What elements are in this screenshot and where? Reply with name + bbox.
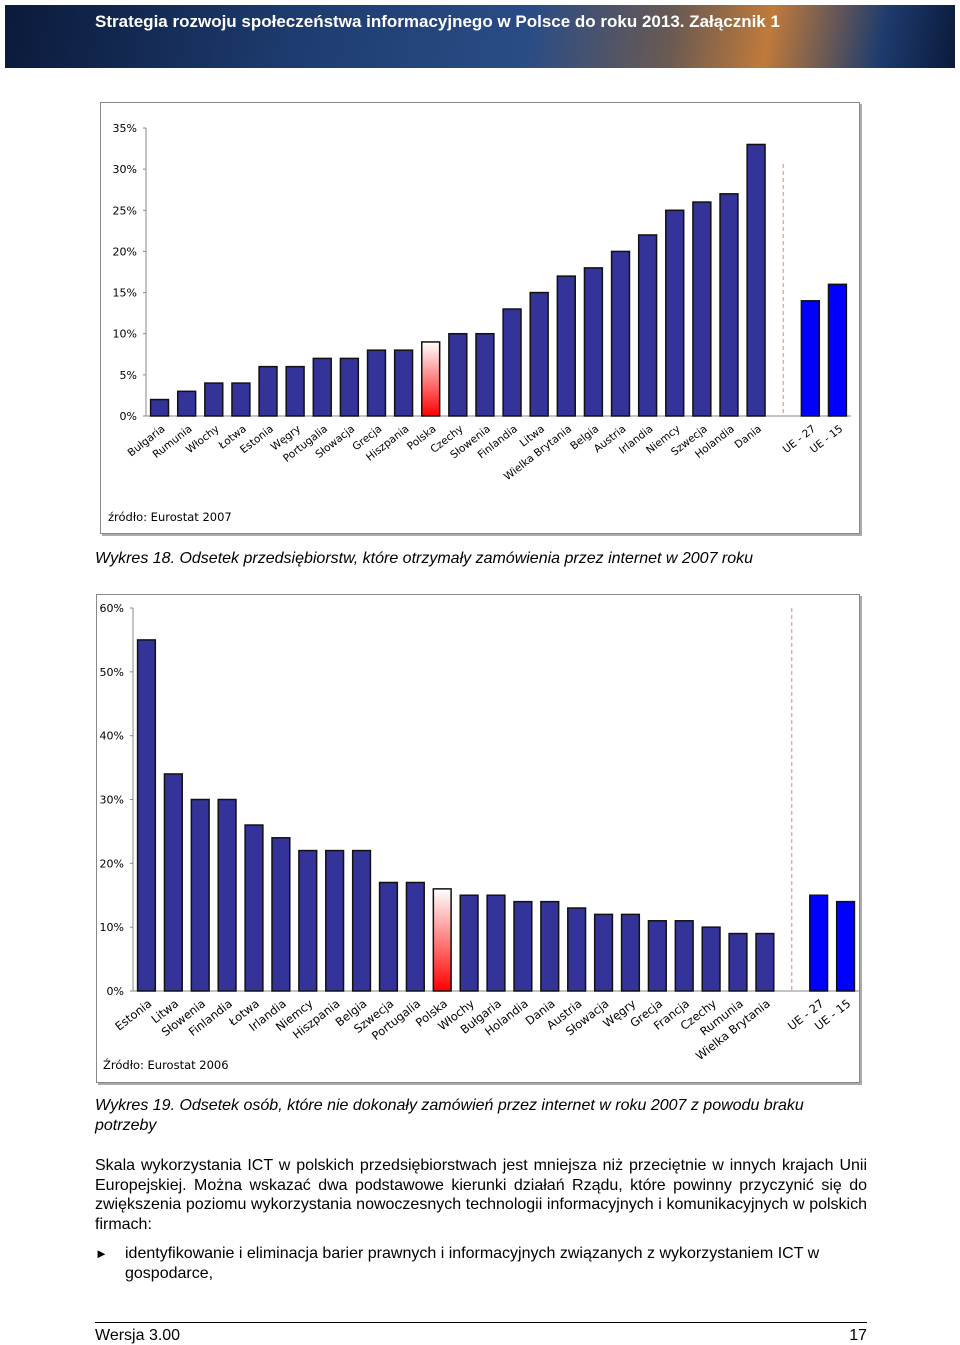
- bar: [692, 201, 712, 417]
- bar: [339, 357, 360, 417]
- chart-frame: 0% 10% 20% 30% 40% 50% 60% Estonia Litwa Słowenia…: [96, 594, 860, 1083]
- bar: [701, 926, 721, 992]
- y-tick-label: 20%: [113, 245, 137, 258]
- bullet-item: ► identyfikowanie i eliminacja barier pr…: [95, 1244, 867, 1284]
- bar: [486, 894, 506, 992]
- bar: [312, 357, 332, 417]
- bar: [136, 639, 157, 992]
- page-number: 17: [849, 1327, 867, 1344]
- y-tick-label: 25%: [113, 204, 137, 217]
- y-tick-label: 10%: [113, 328, 137, 341]
- bar: [502, 308, 522, 417]
- bar: [475, 332, 495, 417]
- bar: [378, 881, 399, 992]
- bar: [258, 365, 278, 417]
- bar: [755, 932, 775, 992]
- bar: [556, 275, 576, 417]
- bar: [393, 349, 414, 417]
- bar: [190, 798, 210, 992]
- bar: [620, 913, 641, 992]
- bar: [567, 907, 587, 992]
- footer-version: Wersja 3.00: [95, 1327, 181, 1344]
- bar: [674, 920, 694, 992]
- bullet-text: identyfikowanie i eliminacja barier praw…: [125, 1245, 820, 1282]
- bar: [593, 913, 614, 992]
- bar: [529, 291, 549, 417]
- footer: Wersja 3.00 17: [95, 1322, 867, 1345]
- bar: [827, 283, 848, 417]
- y-tick-label: 60%: [100, 602, 124, 615]
- bar: [610, 250, 631, 417]
- y-tick-label: 0%: [107, 985, 124, 998]
- bar: [665, 209, 685, 417]
- bar: [800, 300, 821, 417]
- bar: [366, 349, 387, 417]
- bar: [540, 900, 560, 992]
- bar: [746, 143, 766, 417]
- paragraph: Skala wykorzystania ICT w polskich przed…: [95, 1157, 867, 1234]
- bar: [421, 341, 441, 417]
- bar: [637, 234, 658, 417]
- bar: [217, 798, 237, 992]
- bar: [325, 849, 345, 992]
- y-tick-label: 20%: [100, 857, 124, 870]
- y-tick-label: 35%: [113, 122, 137, 135]
- bar: [448, 332, 468, 417]
- y-tick-label: 10%: [100, 921, 124, 934]
- y-tick-label: 40%: [100, 730, 124, 743]
- bar: [809, 894, 829, 992]
- y-tick-label: 0%: [120, 410, 137, 423]
- chart: 0%5%10%15%20%25%30%35%BułgariaRumuniaWło…: [108, 122, 851, 524]
- bar: [583, 267, 604, 417]
- bar: [719, 193, 739, 417]
- bar: [405, 881, 425, 992]
- bar: [244, 824, 264, 992]
- bar: [176, 390, 197, 417]
- source-note: Źródło: Eurostat 2006: [103, 1057, 229, 1072]
- bar: [163, 773, 183, 992]
- bar: [513, 900, 533, 992]
- x-tick-label: Dania: [732, 423, 763, 451]
- bar: [149, 398, 170, 417]
- bullet-marker: ►: [95, 1246, 108, 1261]
- bar: [647, 920, 667, 992]
- bar: [204, 382, 224, 417]
- bar: [459, 894, 479, 992]
- y-tick-label: 15%: [113, 287, 137, 300]
- bar: [351, 849, 372, 992]
- caption: Wykres 18. Odsetek przedsiębiorstw, któr…: [95, 550, 754, 567]
- y-tick-label: 30%: [113, 163, 137, 176]
- bar: [231, 382, 251, 417]
- bar: [432, 888, 452, 992]
- source-note: źródło: Eurostat 2007: [108, 510, 232, 524]
- bar: [271, 837, 291, 992]
- bar: [835, 900, 856, 992]
- chart: 0%10%20%30%40%50%60%EstoniaLitwaSłowenia…: [100, 602, 859, 1072]
- bar: [728, 932, 748, 992]
- header-title: Strategia rozwoju społeczeństwa informac…: [95, 12, 780, 31]
- y-tick-label: 50%: [100, 666, 124, 679]
- header-banner: Strategia rozwoju społeczeństwa informac…: [5, 5, 955, 68]
- y-tick-label: 30%: [100, 794, 124, 807]
- caption: Wykres 19. Odsetek osób, które nie dokon…: [95, 1097, 804, 1134]
- bar: [285, 365, 305, 417]
- bar: [298, 849, 318, 992]
- y-tick-label: 5%: [120, 369, 137, 382]
- chart-frame: 0% 5% 10% 15% 20% 25% 30% 35% Bułgaria Rumunia Wło…: [100, 102, 860, 534]
